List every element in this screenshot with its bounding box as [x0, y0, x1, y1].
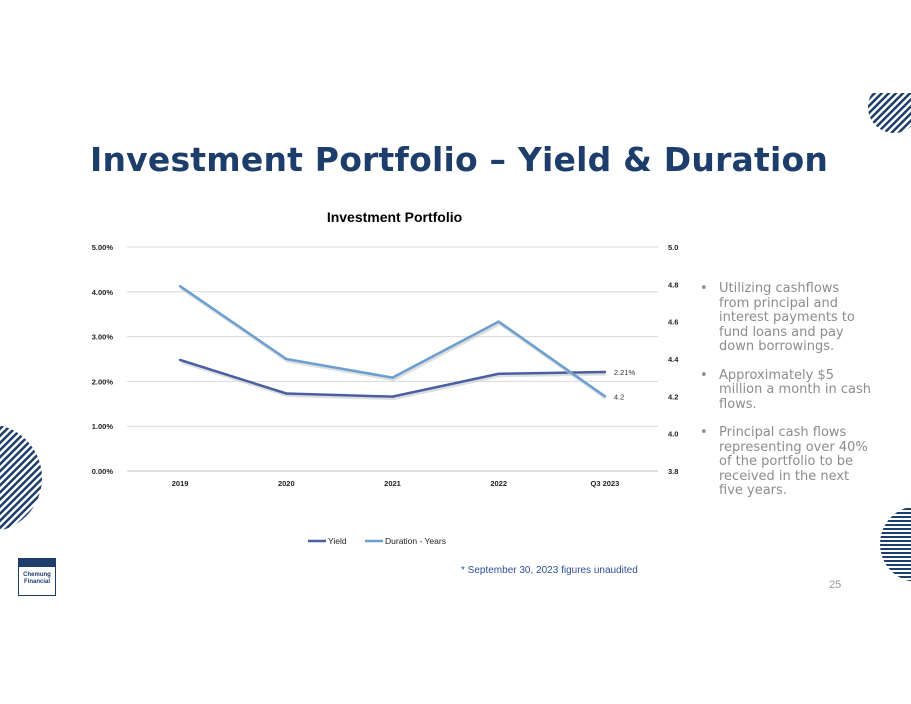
bullet-marker: •	[700, 425, 708, 440]
bullet-list: • Utilizing cashflows from principal and …	[700, 281, 872, 513]
chart-title: Investment Portfolio	[327, 209, 462, 225]
data-point	[178, 285, 182, 288]
data-point	[497, 320, 500, 323]
data-label: 2.21%	[614, 368, 636, 377]
y-right-tick-label: 3.8	[668, 467, 678, 476]
bullet-marker: •	[700, 281, 708, 296]
y-left-tick-label: 4.00%	[92, 288, 114, 297]
y-right-tick-label: 4.4	[668, 355, 679, 364]
bullet-item: • Utilizing cashflows from principal and …	[700, 281, 872, 355]
data-label: 4.2	[614, 392, 624, 401]
y-left-tick-label: 1.00%	[92, 422, 114, 431]
data-point	[391, 376, 394, 379]
company-logo: Chemung Financial	[18, 558, 56, 596]
footnote: * September 30, 2023 figures unaudited	[461, 565, 638, 576]
bullet-text: Principal cash flows representing over 4…	[719, 425, 868, 498]
slide-title: Investment Portfolio – Yield & Duration	[90, 140, 829, 179]
page-number: 25	[829, 579, 842, 591]
x-tick-label: 2019	[172, 479, 189, 488]
data-point	[603, 370, 607, 374]
data-point	[497, 372, 500, 375]
bullet-marker: •	[700, 367, 708, 383]
bullet-item: • Principal cash flows representing over …	[700, 425, 872, 499]
decorative-stripe-circle	[868, 93, 911, 133]
legend-label: Duration - Years	[385, 536, 446, 546]
y-right-tick-label: 4.8	[668, 280, 678, 289]
data-point	[603, 395, 607, 398]
logo-line: Financial	[23, 578, 50, 585]
x-tick-label: Q3 2023	[591, 479, 620, 488]
bullet-item: • Approximately $5 million a month in cas…	[700, 367, 872, 413]
data-point	[285, 357, 288, 361]
x-tick-label: 2022	[490, 479, 507, 488]
y-right-tick-label: 4.0	[668, 430, 678, 439]
series-line-shadow	[180, 360, 606, 401]
y-left-tick-label: 2.00%	[92, 377, 114, 386]
y-right-tick-label: 5.0	[668, 243, 678, 252]
y-right-tick-label: 4.6	[668, 318, 678, 327]
bullet-text: Approximately $5 million a month in cash…	[719, 367, 871, 412]
decorative-stripe-circle	[0, 424, 42, 532]
data-point	[391, 395, 394, 398]
decorative-stripe-circle	[880, 506, 911, 582]
y-left-tick-label: 3.00%	[92, 333, 114, 342]
data-point	[178, 358, 182, 362]
bullet-text: Utilizing cashflows from principal and i…	[719, 281, 855, 354]
x-tick-label: 2020	[278, 479, 295, 488]
logo-line: Chemung	[23, 572, 51, 578]
y-left-tick-label: 0.00%	[92, 467, 114, 476]
legend-label: Yield	[328, 536, 347, 546]
logo-bar	[19, 559, 55, 567]
data-point	[285, 392, 288, 395]
y-right-tick-label: 4.2	[668, 392, 678, 401]
y-left-tick-label: 5.00%	[92, 243, 114, 252]
x-tick-label: 2021	[384, 479, 401, 488]
